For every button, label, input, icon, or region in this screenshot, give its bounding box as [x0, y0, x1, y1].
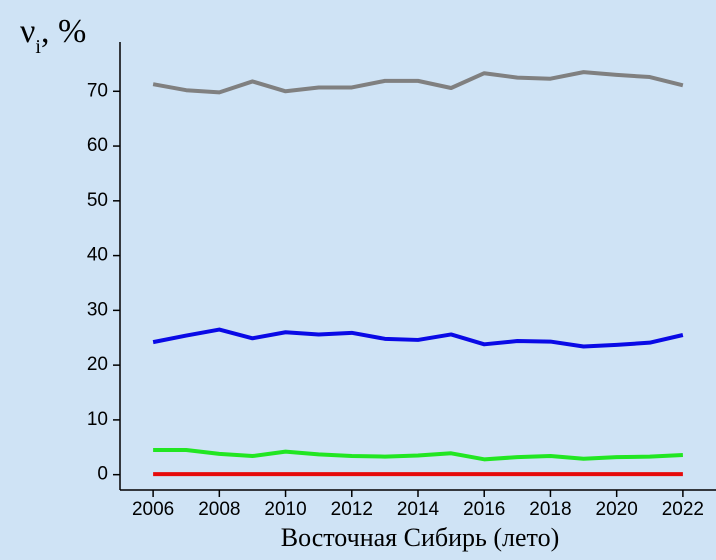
y-label-symbol: ν: [20, 13, 35, 50]
x-tick-label: 2016: [463, 499, 505, 520]
x-tick-label: 2006: [132, 499, 174, 520]
y-tick-label: 30: [87, 299, 108, 320]
x-tick-label: 2020: [596, 499, 638, 520]
y-label-subscript: i: [35, 36, 41, 58]
series-line: [152, 327, 684, 349]
x-axis-label: Восточная Сибирь (лето): [281, 523, 559, 552]
series-line: [152, 70, 684, 95]
y-axis-label: νi, %: [20, 13, 86, 58]
x-tick-label: 2008: [198, 499, 240, 520]
y-tick-label: 20: [87, 354, 108, 375]
y-tick-label: 0: [97, 464, 108, 485]
x-tick-label: 2022: [662, 499, 704, 520]
series-line: [153, 448, 683, 462]
y-tick-label: 40: [87, 245, 108, 266]
x-tick-label: 2014: [397, 499, 440, 520]
y-tick-label: 70: [87, 80, 108, 101]
y-label-suffix: , %: [41, 13, 86, 50]
y-tick-label: 60: [87, 135, 108, 156]
x-tick-label: 2010: [264, 499, 306, 520]
x-tick-label: 2018: [529, 499, 571, 520]
y-tick-label: 50: [87, 190, 108, 211]
y-tick-label: 10: [87, 409, 108, 430]
x-tick-label: 2012: [331, 499, 373, 520]
